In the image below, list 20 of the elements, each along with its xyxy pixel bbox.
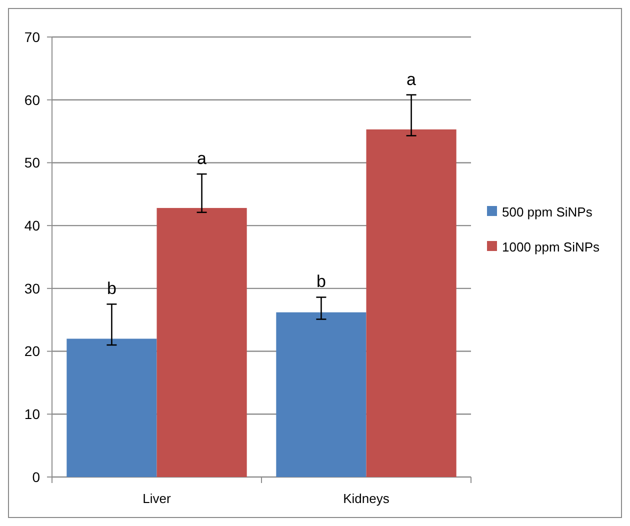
y-tick-label: 60 [24, 92, 40, 108]
bar [66, 338, 157, 477]
y-tick-label: 30 [24, 280, 40, 296]
y-tick-label: 10 [24, 406, 40, 422]
y-tick-label: 70 [24, 28, 40, 45]
bar [276, 312, 366, 477]
legend-label: 1000 ppm SiNPs [502, 240, 600, 255]
annotation: a [197, 149, 208, 168]
annotation: a [406, 70, 417, 89]
y-tick-label: 20 [24, 343, 40, 360]
bar [156, 208, 247, 477]
x-tick-label: Liver [142, 491, 172, 506]
x-tick-label: Kidneys [343, 491, 390, 506]
annotation: b [106, 279, 116, 298]
y-tick-label: 0 [32, 468, 40, 485]
y-tick-label: 50 [24, 154, 40, 171]
bar [366, 129, 456, 477]
annotation: b [316, 272, 326, 292]
legend-label: 500 ppm SiNPs [502, 204, 593, 220]
y-tick-label: 40 [24, 217, 40, 234]
